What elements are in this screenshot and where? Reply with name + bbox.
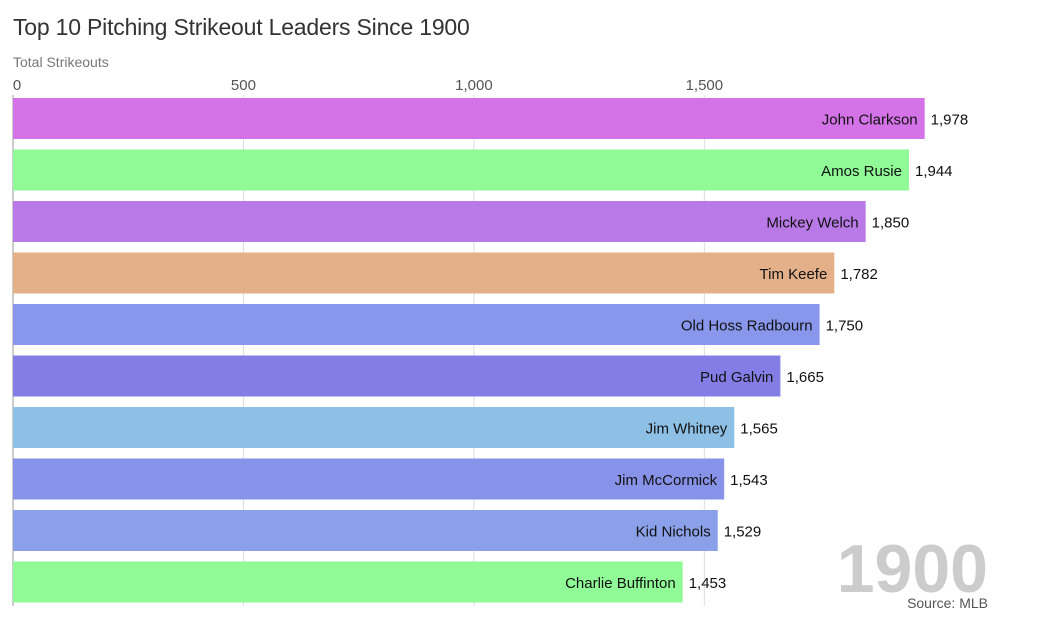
bar [13,252,835,294]
x-tick-label: 500 [231,77,256,94]
bar-value-label: 1,529 [724,524,762,541]
bar-category-label: Jim Whitney [646,421,728,438]
bar [13,510,718,551]
bar-value-label: 1,978 [931,112,969,129]
bar-value-label: 1,944 [915,163,953,180]
bar-value-label: 1,750 [826,318,864,335]
x-axis-title: Total Strikeouts [13,54,109,70]
bar-category-label: Tim Keefe [760,266,828,283]
bar [13,355,781,397]
bar [13,201,866,242]
bar-category-label: John Clarkson [822,112,918,129]
bar [13,304,820,345]
bar [13,407,735,448]
bar-category-label: Kid Nichols [636,524,711,541]
year-label: 1900 [836,531,988,607]
bar-category-label: Mickey Welch [766,215,858,232]
bar-category-label: Amos Rusie [821,163,902,180]
bar-value-label: 1,665 [786,369,824,386]
bar [13,149,909,191]
bar-value-label: 1,453 [689,575,727,592]
source-note: Source: MLB [907,595,988,611]
x-tick-label: 1,500 [686,77,724,94]
bar-value-label: 1,543 [730,472,768,489]
x-tick-label: 1,000 [455,77,493,94]
bar [13,98,925,139]
bar-category-label: Pud Galvin [700,369,773,386]
chart-title: Top 10 Pitching Strikeout Leaders Since … [13,14,470,40]
bar [13,458,725,500]
bar-category-label: Charlie Buffinton [565,575,676,592]
bar-value-label: 1,782 [840,266,878,283]
bar-category-label: Old Hoss Radbourn [681,318,813,335]
bar-value-label: 1,565 [740,421,778,438]
x-tick-label: 0 [13,77,21,94]
bar [13,561,683,603]
bar-category-label: Jim McCormick [615,472,718,489]
bar-value-label: 1,850 [872,215,910,232]
